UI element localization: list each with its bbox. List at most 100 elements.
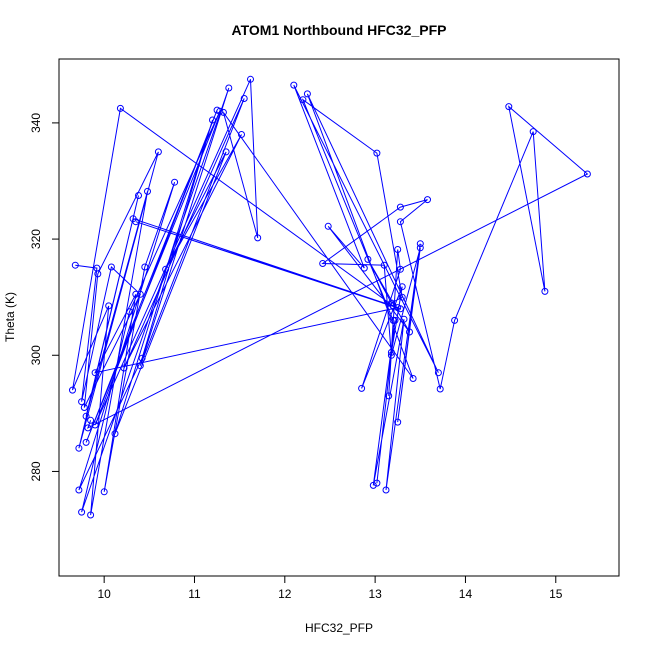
data-point [360, 264, 368, 272]
x-axis-label: HFC32_PFP [305, 621, 373, 635]
data-point [132, 290, 140, 298]
data-point [409, 375, 417, 382]
data-point [162, 265, 170, 273]
data-point [116, 104, 124, 112]
data-point [394, 418, 402, 426]
data-point [219, 108, 227, 116]
data-point [222, 148, 230, 156]
data-point [91, 369, 99, 377]
data-point [138, 354, 146, 362]
data-point [240, 95, 248, 102]
data-point [94, 270, 102, 278]
x-tick-label: 10 [97, 587, 111, 601]
data-point [80, 404, 88, 411]
data-point [434, 369, 442, 377]
data-point [71, 261, 79, 269]
data-point [391, 316, 399, 324]
y-tick-label: 280 [29, 461, 43, 481]
data-point [319, 260, 327, 267]
data-point [120, 364, 128, 372]
x-tick-label: 15 [549, 587, 563, 601]
data-point [387, 351, 395, 359]
data-point [369, 481, 377, 489]
data-point [84, 424, 92, 432]
data-point [78, 508, 86, 516]
data-point [107, 263, 115, 271]
data-point [213, 106, 221, 114]
data-point [247, 75, 254, 83]
data-point [380, 261, 388, 269]
x-axis: 10 11 12 13 14 15 [97, 576, 563, 601]
data-point [238, 131, 245, 138]
data-point [141, 263, 149, 271]
data-point [583, 170, 591, 178]
data-point [154, 148, 162, 156]
data-point [394, 304, 402, 312]
data-point [385, 392, 393, 400]
data-point [324, 222, 332, 230]
data-point [416, 240, 424, 248]
y-tick-label: 300 [29, 345, 43, 365]
data-point [82, 438, 90, 446]
data-point [87, 416, 95, 424]
data-point [303, 90, 311, 98]
data-point [436, 385, 444, 393]
data-point [82, 412, 90, 420]
data-point [387, 348, 395, 356]
y-tick-label: 340 [29, 113, 43, 133]
x-tick-label: 11 [188, 587, 201, 601]
data-point [209, 116, 216, 124]
data-point [171, 178, 179, 186]
data-point [364, 255, 372, 263]
data-point [69, 386, 76, 394]
y-tick-label: 320 [29, 229, 43, 249]
plot-frame [58, 58, 620, 577]
data-point [505, 103, 513, 111]
data-point [382, 486, 390, 494]
data-point [105, 302, 113, 310]
data-point [136, 290, 144, 298]
series-lines [72, 79, 589, 516]
data-point [387, 299, 395, 307]
data-point [451, 316, 459, 324]
data-point [398, 293, 406, 301]
data-point [129, 215, 137, 223]
data-point [78, 398, 86, 406]
data-point [254, 234, 262, 242]
x-tick-label: 14 [459, 587, 473, 601]
data-point [136, 362, 144, 370]
data-point [126, 308, 133, 316]
data-point [290, 81, 298, 89]
chart-title: ATOM1 Northbound HFC32_PFP [232, 22, 447, 38]
data-point [541, 287, 549, 295]
data-point [396, 265, 404, 273]
y-axis-label: Theta (K) [3, 292, 17, 342]
x-tick-label: 13 [368, 587, 382, 601]
data-point [111, 430, 119, 438]
data-point [87, 511, 95, 519]
series-points [69, 75, 591, 519]
y-axis: 280 300 320 340 [29, 113, 59, 481]
data-point [373, 149, 381, 157]
data-point [396, 218, 404, 226]
data-point [424, 196, 431, 204]
data-point [225, 84, 233, 92]
data-point [406, 328, 413, 336]
data-point [396, 203, 404, 211]
data-point [144, 187, 151, 195]
data-point [416, 244, 424, 252]
series-line [72, 79, 589, 516]
data-point [91, 421, 99, 429]
x-tick-label: 12 [278, 587, 292, 601]
data-point [75, 486, 83, 494]
data-point [100, 488, 108, 496]
data-point [529, 128, 537, 136]
data-point [299, 96, 307, 104]
data-point [398, 283, 406, 291]
data-point [394, 246, 402, 253]
data-point [373, 479, 381, 487]
data-point [358, 384, 366, 392]
data-point [400, 315, 408, 323]
data-point [75, 444, 83, 452]
